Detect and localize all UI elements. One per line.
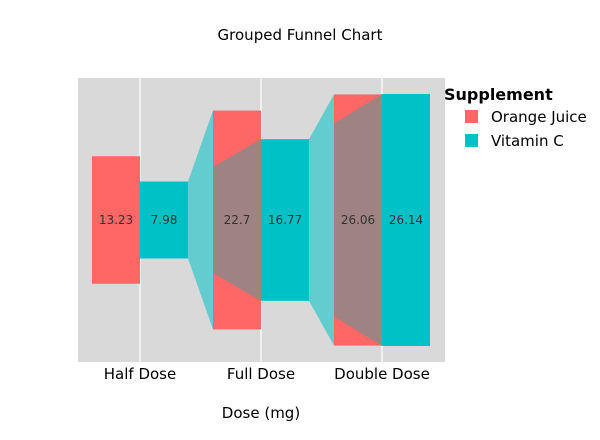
connector-between-1 xyxy=(309,94,334,346)
x-tick-label-1: Full Dose xyxy=(227,365,295,383)
legend-title: Supplement xyxy=(444,85,553,104)
x-axis-label: Dose (mg) xyxy=(222,404,300,422)
bar-orange-juice-1 xyxy=(213,110,261,330)
overlay-band-1 xyxy=(213,139,261,301)
value-label-orange-juice-1: 22.7 xyxy=(224,213,251,227)
funnel-connectors xyxy=(188,94,334,346)
value-label-vitamin-c-0: 7.98 xyxy=(151,213,178,227)
value-labels: 13.23 7.98 22.7 16.77 26.06 26.14 xyxy=(99,213,423,227)
connector-between-0 xyxy=(188,110,213,330)
x-axis-ticks: Half Dose Full Dose Double Dose xyxy=(104,365,430,383)
value-label-orange-juice-0: 13.23 xyxy=(99,213,133,227)
bar-vitamin-c-2 xyxy=(382,94,430,346)
chart-title: Grouped Funnel Chart xyxy=(218,26,383,44)
legend-label-1: Vitamin C xyxy=(491,132,564,150)
legend-label-0: Orange Juice xyxy=(491,108,587,126)
bar-orange-juice-2 xyxy=(334,94,382,346)
value-label-vitamin-c-1: 16.77 xyxy=(268,213,302,227)
x-tick-label-0: Half Dose xyxy=(104,365,176,383)
bar-vitamin-c-0 xyxy=(140,181,188,259)
funnel-bars xyxy=(92,94,430,346)
bar-vitamin-c-1 xyxy=(261,139,309,301)
legend-swatch-1 xyxy=(465,134,478,147)
legend: Supplement Orange Juice Vitamin C xyxy=(444,85,587,150)
value-label-vitamin-c-2: 26.14 xyxy=(389,213,423,227)
bar-orange-juice-0 xyxy=(92,156,140,284)
x-tick-label-2: Double Dose xyxy=(334,365,430,383)
overlay-band-2 xyxy=(334,94,382,346)
legend-swatch-0 xyxy=(465,110,478,123)
value-label-orange-juice-2: 26.06 xyxy=(341,213,375,227)
